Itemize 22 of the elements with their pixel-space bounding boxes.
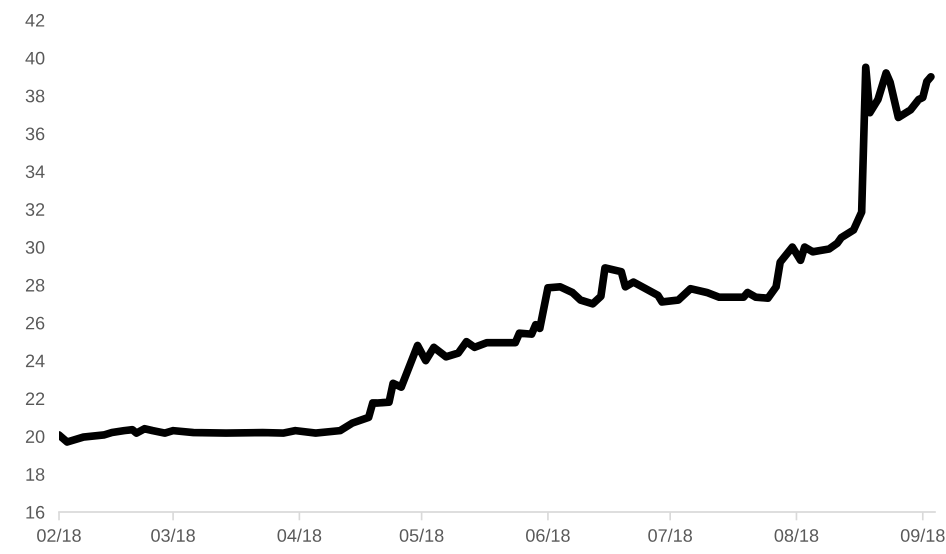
x-tick-label: 02/18 [37,528,81,542]
y-tick-label: 28 [26,278,44,292]
y-tick-label: 18 [26,468,44,481]
y-tick-label: 42 [25,14,44,27]
y-tick-label: 36 [26,127,44,140]
x-tick-label: 04/18 [278,528,322,542]
x-tick-label: 03/18 [151,528,195,542]
y-tick-label: 32 [26,203,44,216]
y-tick-label: 40 [25,52,44,65]
y-tick-label: 24 [26,354,45,368]
y-tick-label: 22 [26,392,44,406]
y-tick-label: 30 [26,241,44,254]
y-tick-label: 16 [26,506,44,519]
x-tick-label: 06/18 [526,528,570,542]
x-tick-label: 05/18 [400,528,444,542]
x-tick-label: 07/18 [648,528,692,542]
x-tick-label: 08/18 [774,528,818,542]
y-tick-label: 20 [26,430,44,444]
y-tick-label: 38 [26,90,44,102]
y-tick-label: 34 [26,165,45,178]
y-tick-label: 26 [26,316,44,330]
x-tick-label: 09/18 [900,528,945,542]
